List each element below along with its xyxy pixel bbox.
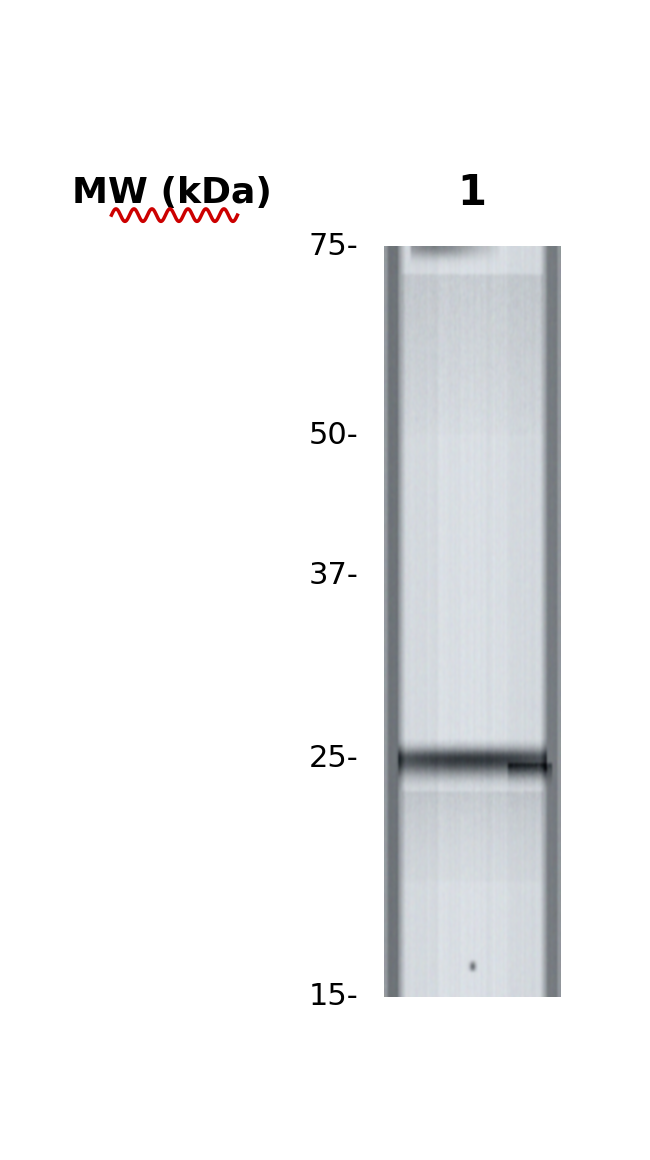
- Text: MW (kDa): MW (kDa): [72, 176, 272, 210]
- Text: 1: 1: [457, 172, 486, 213]
- Text: 50-: 50-: [309, 421, 358, 450]
- Text: 25-: 25-: [309, 744, 358, 773]
- Text: 15-: 15-: [309, 983, 358, 1012]
- Text: 75-: 75-: [309, 232, 358, 261]
- Text: 37-: 37-: [309, 561, 358, 590]
